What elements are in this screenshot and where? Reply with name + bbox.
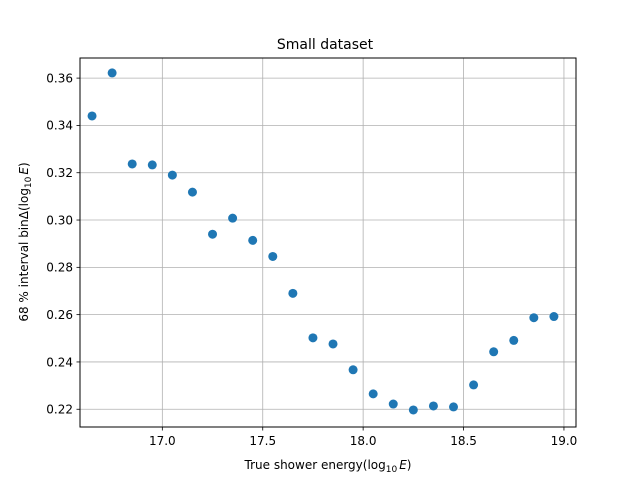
data-point <box>107 68 117 78</box>
data-point <box>428 401 438 411</box>
data-point <box>489 347 499 357</box>
data-point <box>408 405 418 415</box>
data-point <box>348 365 358 375</box>
y-tick-label: 0.32 <box>46 166 73 180</box>
data-point <box>469 380 479 390</box>
y-tick-label: 0.36 <box>46 71 73 85</box>
y-tick-label: 0.34 <box>46 119 73 133</box>
data-points <box>87 68 559 415</box>
plot-frame <box>79 57 577 428</box>
x-tick-label: 17.0 <box>149 434 176 448</box>
data-point <box>328 339 338 349</box>
data-point <box>147 160 157 170</box>
data-point <box>288 288 298 298</box>
x-tick-label: 18.5 <box>450 434 477 448</box>
x-axis-label: True shower energy(log10 E) <box>244 458 412 475</box>
data-point <box>87 111 97 121</box>
y-tick-label: 0.28 <box>46 261 73 275</box>
chart-title: Small dataset <box>277 37 374 53</box>
data-point <box>187 187 197 197</box>
data-point <box>208 229 218 239</box>
x-tick-label: 17.5 <box>249 434 276 448</box>
x-tick-label: 18.0 <box>350 434 377 448</box>
data-point <box>549 312 559 322</box>
data-point <box>449 402 459 412</box>
y-tick-label: 0.26 <box>46 308 73 322</box>
y-tick-label: 0.22 <box>46 403 73 417</box>
x-tick-label: 19.0 <box>551 434 578 448</box>
data-point <box>248 235 258 245</box>
x-axis: 17.0 17.5 18.0 18.5 19.0 <box>149 427 577 448</box>
data-point <box>308 333 318 343</box>
grid-lines <box>80 58 576 427</box>
y-tick-label: 0.24 <box>46 355 73 369</box>
data-point <box>268 251 278 261</box>
data-point <box>167 170 177 180</box>
y-tick-label: 0.30 <box>46 213 73 227</box>
y-axis-label: 68 % interval binΔ(log10E) <box>17 162 34 321</box>
data-point <box>529 313 539 323</box>
data-point <box>368 389 378 399</box>
data-point <box>509 335 519 345</box>
data-point <box>388 399 398 409</box>
data-point <box>127 159 137 169</box>
data-point <box>228 213 238 223</box>
y-axis: 0.22 0.24 0.26 0.28 0.30 0.32 0.34 0.36 <box>46 71 80 417</box>
